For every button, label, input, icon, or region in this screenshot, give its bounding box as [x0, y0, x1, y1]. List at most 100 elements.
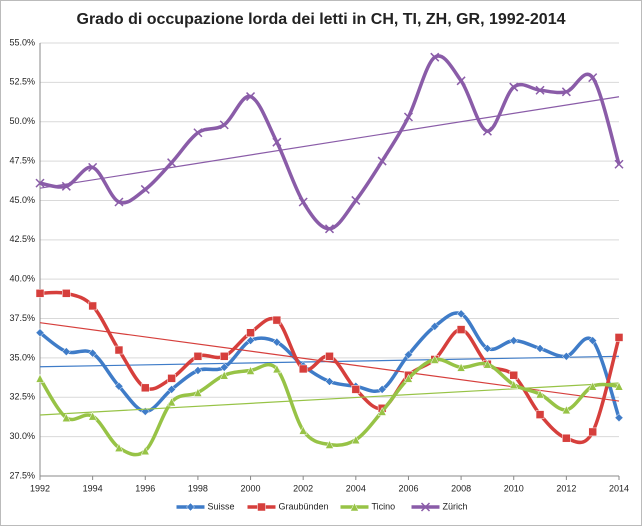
y-tick-label: 45.0%: [9, 195, 35, 205]
marker: [193, 366, 203, 375]
marker: [114, 345, 124, 355]
marker: [588, 73, 598, 83]
marker: [456, 309, 466, 319]
marker: [509, 380, 519, 389]
x-tick-label: 1996: [135, 483, 155, 493]
marker: [35, 178, 45, 188]
marker: [298, 425, 308, 435]
marker: [535, 410, 545, 419]
x-tick-label: 1998: [188, 483, 208, 493]
marker: [35, 289, 45, 298]
marker: [272, 364, 282, 374]
marker: [456, 325, 466, 334]
series: [35, 289, 624, 445]
marker: [351, 195, 361, 205]
marker: [377, 406, 387, 416]
x-tick-label: 2004: [346, 483, 366, 493]
marker: [61, 413, 71, 422]
marker: [456, 362, 466, 372]
marker: [614, 333, 624, 342]
marker: [246, 336, 255, 345]
y-tick-label: 40.0%: [9, 274, 35, 284]
marker: [325, 377, 334, 386]
marker: [325, 352, 334, 361]
marker: [509, 336, 519, 345]
x-tick-label: 2012: [556, 483, 576, 493]
marker: [588, 381, 598, 391]
x-tick-label: 2000: [241, 483, 261, 493]
marker: [61, 181, 71, 191]
marker: [141, 383, 150, 393]
marker: [140, 446, 150, 456]
legend-marker: [350, 502, 359, 512]
marker: [430, 322, 440, 331]
marker: [298, 197, 308, 207]
marker: [272, 315, 282, 325]
legend-item: Graubünden: [247, 501, 329, 511]
marker: [325, 439, 334, 449]
marker: [167, 385, 176, 394]
legend-marker: [420, 502, 431, 512]
legend-marker: [186, 502, 195, 512]
x-tick-label: 2002: [293, 483, 313, 493]
marker: [614, 413, 624, 423]
marker: [561, 405, 571, 415]
marker: [61, 347, 71, 356]
legend-label: Ticino: [372, 501, 396, 511]
x-tick-label: 2010: [504, 483, 524, 493]
marker: [404, 350, 413, 360]
marker: [483, 359, 492, 369]
marker: [509, 82, 519, 92]
y-tick-label: 50.0%: [9, 116, 35, 126]
y-tick-label: 30.0%: [9, 431, 35, 441]
marker: [35, 373, 45, 383]
x-tick-label: 2006: [398, 483, 418, 493]
marker: [614, 381, 624, 391]
marker: [167, 397, 176, 407]
legend-item: Zürich: [411, 501, 468, 512]
marker: [62, 289, 71, 298]
legend-label: Graubünden: [279, 501, 329, 511]
marker: [88, 162, 98, 172]
legend-item: Ticino: [340, 501, 396, 512]
y-tick-label: 27.5%: [9, 470, 35, 480]
y-tick-label: 32.5%: [9, 392, 35, 402]
marker: [88, 301, 97, 311]
marker: [562, 433, 571, 443]
marker: [614, 159, 624, 169]
y-tick-label: 55.0%: [9, 37, 35, 47]
marker: [219, 120, 229, 130]
marker: [509, 370, 518, 380]
x-tick-label: 1992: [30, 483, 50, 493]
x-tick-label: 2008: [451, 483, 471, 493]
marker: [535, 389, 545, 399]
x-tick-label: 2014: [609, 483, 629, 493]
marker: [588, 336, 598, 345]
x-tick-label: 1994: [83, 483, 103, 493]
marker: [246, 92, 256, 102]
y-tick-label: 52.5%: [9, 77, 35, 87]
marker: [193, 128, 203, 138]
marker: [324, 224, 335, 234]
marker: [403, 112, 413, 122]
marker: [246, 365, 255, 375]
marker: [430, 52, 440, 62]
marker: [272, 137, 282, 147]
series: [35, 354, 624, 457]
marker: [35, 328, 45, 338]
y-tick-label: 37.5%: [9, 313, 35, 323]
trend-line: [39, 96, 620, 189]
marker: [193, 352, 203, 361]
marker: [588, 427, 597, 437]
marker: [351, 435, 361, 445]
legend-label: Zürich: [443, 501, 468, 511]
legend-item: Suisse: [176, 501, 235, 512]
marker: [377, 385, 387, 394]
marker: [404, 373, 413, 383]
marker: [114, 443, 124, 452]
marker: [246, 328, 255, 337]
y-tick-label: 35.0%: [9, 352, 35, 362]
